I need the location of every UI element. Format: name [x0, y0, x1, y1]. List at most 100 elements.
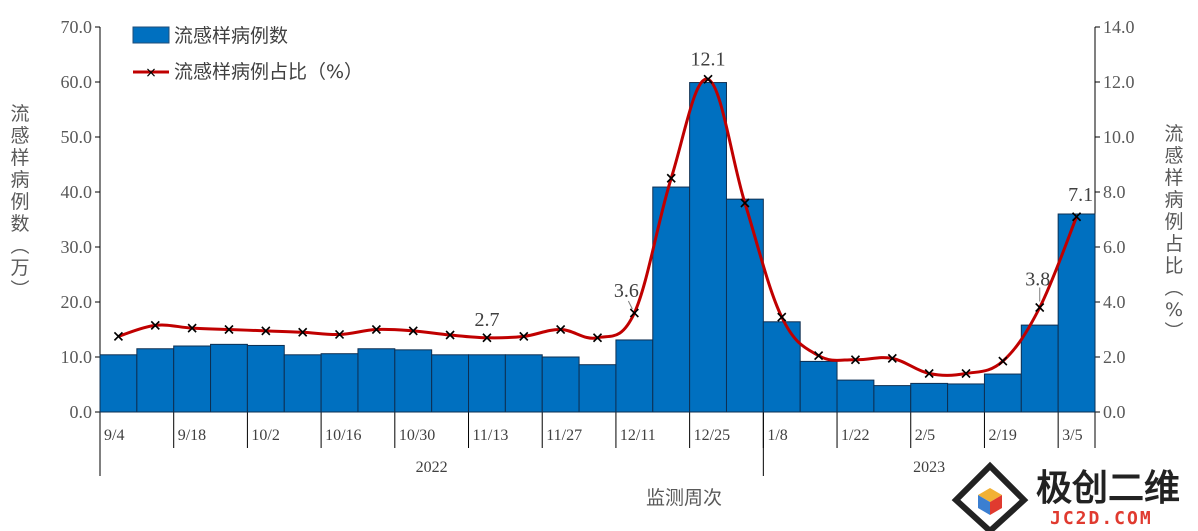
bar	[357, 348, 396, 413]
bar	[504, 354, 543, 413]
bar	[173, 345, 212, 413]
bars-layer	[99, 82, 1096, 413]
y-left-tick-label: 20.0	[61, 292, 93, 312]
bar	[799, 360, 838, 413]
bar	[652, 186, 691, 413]
line-point	[850, 355, 861, 365]
bar	[689, 82, 727, 413]
y-left-tick-label: 40.0	[61, 182, 93, 202]
watermark-sub-text: JC2D.COM	[1050, 508, 1153, 529]
line-point	[629, 308, 639, 318]
x-tick-label: 10/16	[325, 427, 361, 444]
line-point	[519, 331, 529, 341]
year-label: 2022	[416, 459, 448, 476]
x-tick-label: 1/22	[841, 427, 869, 444]
bar	[725, 198, 764, 413]
x-tick-label: 10/30	[399, 427, 435, 444]
x-tick-label: 11/27	[546, 427, 582, 444]
line-point	[592, 333, 603, 343]
bar	[615, 339, 654, 413]
y-left-tick-label: 0.0	[70, 402, 93, 422]
line-layer	[113, 74, 1082, 379]
bar	[99, 354, 138, 413]
bar	[394, 349, 433, 413]
x-tick-label: 9/18	[178, 427, 206, 444]
y-axis-left-title: 流感样病例数︵万︶	[10, 103, 29, 301]
logo-cube-right-icon	[990, 495, 1002, 515]
watermark-logo: 极创二维 JC2D.COM	[951, 461, 1180, 531]
bar	[762, 321, 801, 413]
y-left-tick-label: 50.0	[61, 127, 93, 147]
line-point	[224, 324, 234, 335]
line-point	[261, 326, 271, 336]
bar	[910, 382, 949, 413]
y-right-tick-label: 2.0	[1103, 347, 1126, 367]
line-point	[445, 330, 455, 340]
x-tick-label: 2/19	[988, 427, 1016, 444]
data-label: 3.8	[1025, 269, 1050, 291]
y-axis-right-title: 流感样病例占比︵% ︶	[1164, 123, 1183, 343]
line-point	[777, 312, 787, 322]
legend-line-marker: ×	[145, 65, 157, 81]
legend: 流感样病例数 × 流感样病例占比（%）	[132, 25, 363, 83]
bar	[210, 343, 248, 413]
y-right-tick-label: 8.0	[1103, 182, 1126, 202]
line-point	[482, 333, 492, 343]
y-right-tick-label: 14.0	[1103, 17, 1135, 37]
line-point	[408, 326, 418, 336]
x-tick-label: 12/25	[694, 427, 730, 444]
legend-bar-swatch	[132, 26, 170, 44]
x-tick-label: 9/4	[104, 427, 124, 444]
line-point	[113, 331, 123, 341]
y-left-tick-label: 10.0	[61, 347, 93, 367]
line-point	[924, 368, 934, 379]
line-point	[887, 353, 897, 363]
line-point	[814, 351, 824, 361]
line-point	[334, 329, 345, 340]
bar	[873, 385, 912, 413]
y-left-tick-label: 70.0	[61, 17, 93, 37]
line-point	[961, 368, 971, 379]
bar	[283, 354, 322, 413]
line-point	[298, 327, 308, 337]
y-right-tick-label: 6.0	[1103, 237, 1126, 257]
data-label: 3.6	[614, 280, 639, 302]
y-right-tick-label: 0.0	[1103, 402, 1126, 422]
x-tick-label: 2/5	[915, 427, 935, 444]
bar	[468, 354, 506, 413]
x-tick-label: 3/5	[1062, 427, 1082, 444]
x-tick-label: 10/2	[251, 427, 279, 444]
line-point	[150, 320, 160, 330]
watermark-main-text: 极创二维	[1036, 468, 1180, 509]
ratio-line	[117, 77, 1078, 377]
y-left-tick-label: 60.0	[61, 72, 93, 92]
logo-cube-left-icon	[978, 495, 990, 515]
text-layer: 0.0 10.0 20.0 30.0 40.0 50.0 60.0 70.0 0.0 2.0 4.0…	[61, 17, 1135, 476]
legend-line-label: 流感样病例占比（%）	[174, 61, 363, 83]
line-point	[1035, 302, 1045, 313]
line-point	[998, 356, 1008, 366]
line-point	[703, 74, 713, 84]
bar	[431, 354, 470, 413]
bar	[578, 364, 617, 413]
bar	[1020, 324, 1059, 413]
line-point	[371, 324, 381, 335]
annotation-leader	[627, 300, 633, 310]
y-right-tick-label: 12.0	[1103, 72, 1135, 92]
x-tick-label: 1/8	[767, 427, 787, 444]
line-point	[1072, 212, 1082, 222]
bar	[136, 348, 175, 413]
data-label: 12.1	[691, 48, 726, 70]
x-tick-label: 11/13	[473, 427, 509, 444]
line-point	[556, 324, 566, 335]
y-right-tick-label: 4.0	[1103, 292, 1126, 312]
bar	[246, 344, 285, 413]
bar	[1057, 213, 1096, 413]
line-point	[666, 173, 676, 183]
bar	[836, 379, 875, 413]
data-label: 2.7	[474, 309, 499, 331]
bar	[541, 356, 580, 413]
line-point	[740, 198, 750, 208]
x-tick-label: 12/11	[620, 427, 656, 444]
x-axis-title: 监测周次	[646, 487, 722, 509]
